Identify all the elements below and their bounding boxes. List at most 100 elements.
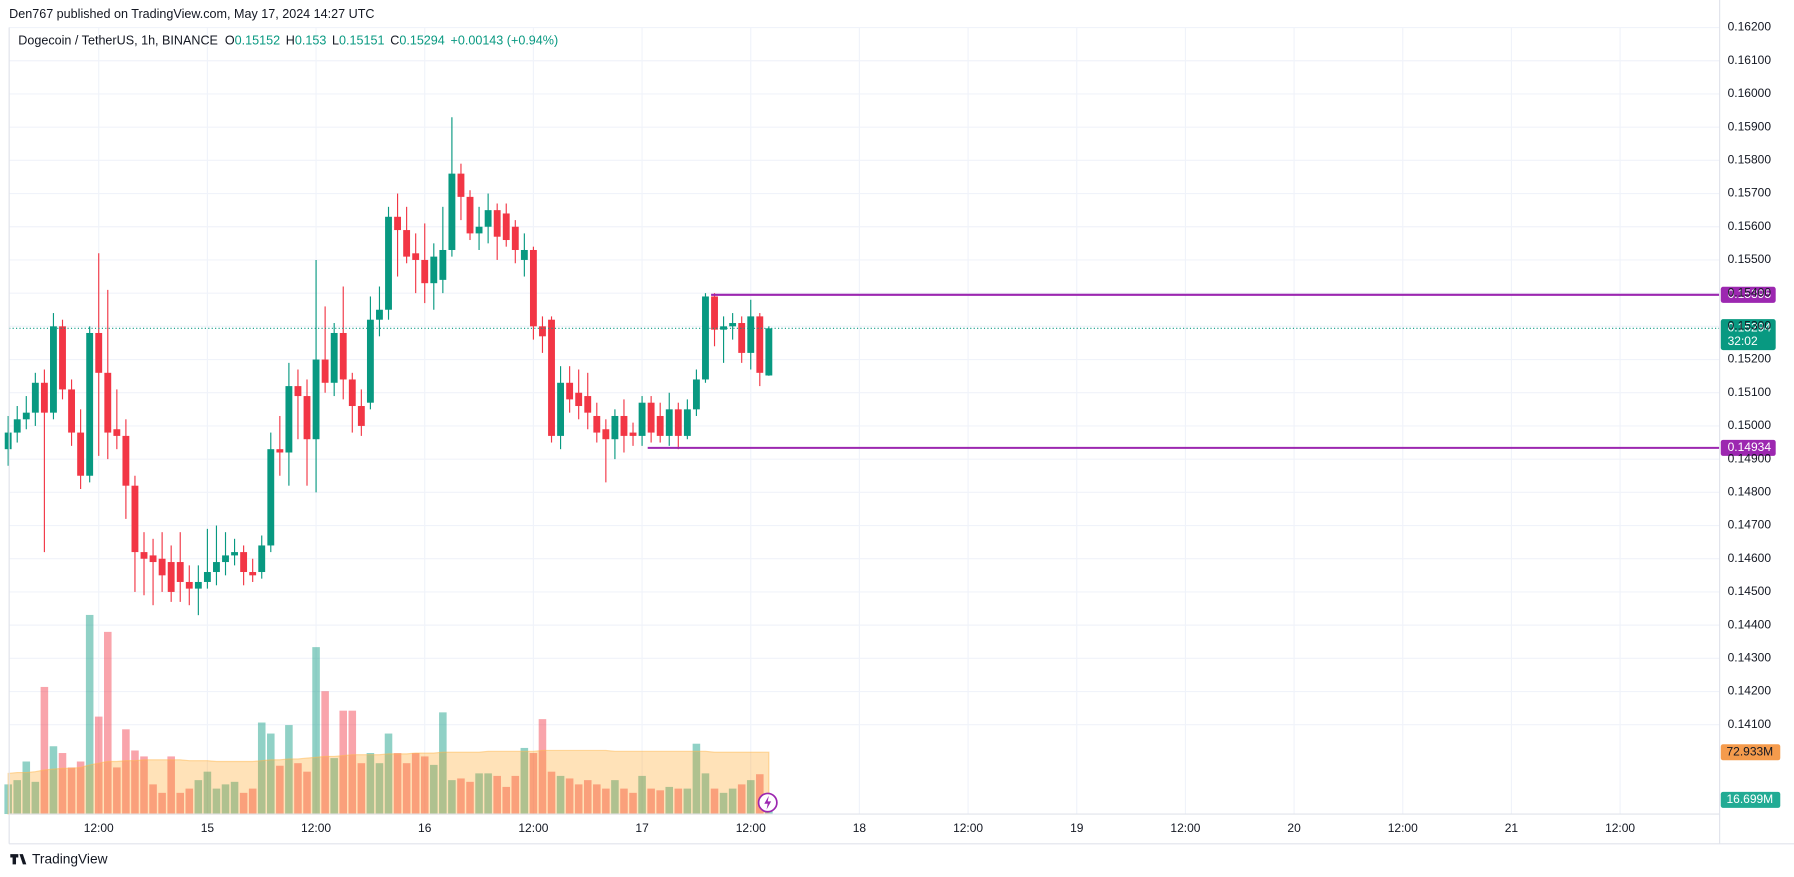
ohlc-key: L — [332, 34, 339, 48]
volume-bar — [529, 753, 538, 815]
volume-bar — [756, 774, 764, 815]
candle-body — [194, 581, 202, 589]
volume-bar — [140, 756, 148, 815]
candle-body — [249, 572, 257, 576]
candle-body — [593, 415, 601, 433]
volume-bar — [267, 733, 275, 815]
volume-bar — [176, 792, 185, 815]
volume-bar — [285, 725, 293, 815]
x-tick-label: 12:00 — [1605, 821, 1635, 835]
volume-bar — [348, 710, 357, 815]
volume-bar — [574, 784, 583, 815]
candle-body — [747, 316, 755, 353]
volume-bar — [94, 716, 103, 815]
candle-body — [285, 386, 293, 453]
candle-body — [348, 379, 356, 407]
candle-body — [95, 332, 103, 373]
volume-ma-area — [7, 749, 770, 815]
volume-bar — [656, 790, 664, 815]
volume-bar — [638, 775, 646, 815]
volume-bar — [439, 712, 447, 815]
volume-ma-label: 72.933M — [1726, 744, 1773, 758]
volume-bar — [484, 773, 492, 815]
candle-body — [22, 412, 30, 420]
candle-body — [656, 415, 664, 436]
y-tick-label: 0.16100 — [1728, 53, 1772, 67]
candle-body — [203, 572, 211, 582]
candle-body — [539, 326, 546, 337]
volume-bar — [58, 753, 67, 815]
candle-body — [213, 562, 220, 573]
volume-bar — [728, 788, 737, 815]
ohlc-change: +0.00143 (+0.94%) — [451, 34, 559, 48]
ohlc-key: C — [390, 34, 399, 48]
candle-body — [493, 210, 501, 237]
candle-body — [339, 332, 347, 380]
candle-body — [765, 328, 773, 376]
candle-body — [222, 555, 229, 563]
volume-bar — [647, 788, 655, 815]
candle-body — [113, 429, 121, 436]
candle-body — [756, 316, 764, 373]
candle-body — [611, 415, 619, 440]
volume-bar — [565, 778, 574, 815]
volume-bar — [402, 763, 411, 815]
candle-body — [50, 326, 57, 413]
candle-body — [294, 386, 302, 397]
candle-body — [683, 409, 691, 436]
volume-bar — [593, 784, 601, 815]
volume-bar — [493, 775, 501, 815]
volume-bar — [357, 763, 366, 815]
volume-bar — [212, 788, 221, 815]
x-tick-label: 12:00 — [301, 821, 331, 835]
x-tick-label: 15 — [201, 821, 215, 835]
candle-body — [584, 396, 592, 413]
x-tick-label: 16 — [418, 821, 432, 835]
volume-bar — [665, 786, 674, 815]
ohlc-key: O — [225, 34, 235, 48]
volume-bar — [538, 719, 547, 815]
candle-body — [729, 323, 737, 327]
countdown-box — [757, 792, 778, 813]
candle-body — [149, 555, 157, 563]
x-tick-label: 12:00 — [736, 821, 766, 835]
candle-body — [738, 323, 746, 353]
volume-bar — [457, 778, 465, 815]
volume-bar — [393, 753, 402, 815]
volume-bar — [167, 756, 175, 815]
candle-body — [267, 449, 275, 546]
volume-bar — [49, 746, 58, 815]
volume-bar — [629, 792, 637, 815]
volume-bar — [710, 788, 719, 815]
candle-body — [385, 216, 392, 310]
candle-body — [158, 558, 166, 576]
level-box — [1720, 439, 1776, 456]
volume-bar — [366, 753, 375, 815]
volume-bar — [85, 614, 94, 815]
candle-body — [231, 552, 238, 556]
y-tick-label: 0.14900 — [1728, 451, 1772, 465]
candle-body — [457, 173, 465, 197]
volume-pane — [4, 614, 773, 815]
candle-body — [140, 552, 148, 559]
x-tick-label: 20 — [1287, 821, 1301, 835]
candle-body — [602, 429, 610, 440]
candle-body — [59, 326, 66, 390]
x-tick-label: 12:00 — [84, 821, 114, 835]
volume-bar — [230, 781, 239, 815]
last-price-label: 0.15294 — [1728, 321, 1772, 335]
candle-body — [629, 432, 637, 436]
volume-bar — [276, 765, 284, 815]
y-tick-label: 0.15600 — [1728, 219, 1772, 233]
y-tick-label: 0.15400 — [1728, 285, 1772, 299]
y-tick-label: 0.15300 — [1728, 319, 1772, 333]
y-tick-label: 0.14700 — [1728, 518, 1772, 532]
volume-bar — [475, 773, 483, 815]
volume-bar — [149, 784, 157, 815]
candle-body — [4, 432, 12, 450]
volume-bar — [194, 780, 203, 815]
level-label: 0.15395 — [1728, 287, 1772, 301]
